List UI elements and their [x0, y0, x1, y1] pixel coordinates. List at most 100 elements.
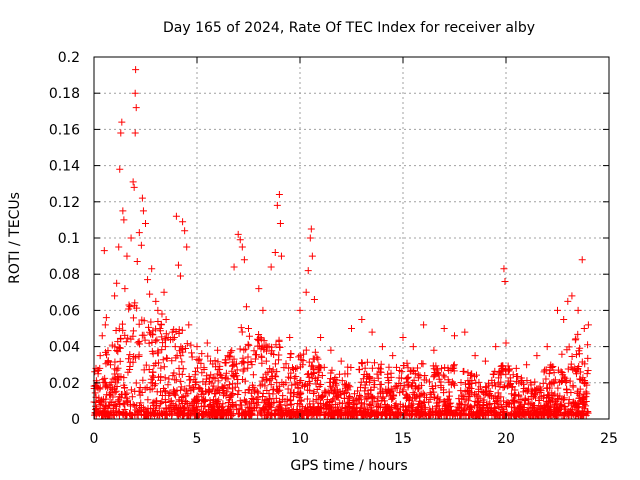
roti-point-bg — [133, 401, 141, 409]
roti-point-bg — [102, 381, 110, 389]
roti-point-bg — [374, 374, 382, 382]
roti-point-bg — [239, 367, 247, 375]
roti-point-bg — [363, 378, 371, 386]
roti-point-bg — [477, 407, 485, 415]
roti-point-bg — [184, 406, 192, 414]
roti-point-bg — [404, 364, 412, 372]
roti-point-bg — [159, 384, 167, 392]
roti-point-bg — [225, 381, 233, 389]
roti-point-bg — [402, 390, 410, 398]
roti-point-bg — [225, 396, 233, 404]
roti-point-bg — [117, 391, 125, 399]
roti-point-bg — [459, 393, 467, 401]
roti-point-bg — [303, 411, 311, 419]
roti-point-bg — [438, 364, 446, 372]
roti-point — [296, 306, 304, 314]
roti-point-bg — [238, 328, 246, 336]
roti-point-bg — [516, 401, 524, 409]
roti-point-bg — [111, 358, 119, 366]
roti-point-bg — [140, 366, 148, 374]
roti-point-bg — [510, 396, 518, 404]
roti-point-bg — [457, 379, 465, 387]
roti-point-bg — [396, 389, 404, 397]
roti-point-bg — [410, 376, 418, 384]
data-points — [90, 66, 592, 419]
roti-point-bg — [254, 389, 262, 397]
roti-point-bg — [584, 366, 592, 374]
roti-point-bg — [583, 408, 591, 416]
roti-point-bg — [260, 404, 268, 412]
roti-point-bg — [187, 341, 195, 349]
roti-point-bg — [258, 343, 266, 351]
roti-point-bg — [238, 411, 246, 419]
roti-point-bg — [405, 396, 413, 404]
roti-point-bg — [307, 408, 315, 416]
roti-point-bg — [478, 411, 486, 419]
roti-point-bg — [178, 358, 186, 366]
roti-point-bg — [328, 366, 336, 374]
roti-point-bg — [392, 402, 400, 410]
roti-point-bg — [550, 410, 558, 418]
roti-point — [234, 230, 242, 238]
roti-point-bg — [149, 350, 157, 358]
roti-point-bg — [523, 387, 531, 395]
roti-point-bg — [276, 398, 284, 406]
roti-point-bg — [298, 381, 306, 389]
roti-point-bg — [491, 382, 499, 390]
roti-point-bg — [338, 400, 346, 408]
roti-point — [568, 292, 576, 300]
roti-point — [100, 247, 108, 255]
roti-point — [275, 191, 283, 199]
roti-point-bg — [175, 347, 183, 355]
roti-point-bg — [109, 411, 117, 419]
roti-point-bg — [268, 411, 276, 419]
roti-point-bg — [346, 393, 354, 401]
roti-point-bg — [159, 356, 167, 364]
roti-point-bg — [230, 361, 238, 369]
roti-point-bg — [409, 410, 417, 418]
roti-point-bg — [334, 392, 342, 400]
roti-point — [471, 352, 479, 360]
roti-point-bg — [333, 408, 341, 416]
roti-point — [238, 243, 246, 251]
roti-point-bg — [458, 400, 466, 408]
roti-point-bg — [360, 370, 368, 378]
roti-point-bg — [327, 397, 335, 405]
roti-point-bg — [228, 367, 236, 375]
roti-point-bg — [401, 411, 409, 419]
roti-point-bg — [473, 401, 481, 409]
roti-point-bg — [245, 341, 253, 349]
roti-point-bg — [361, 381, 369, 389]
roti-point-bg — [356, 391, 364, 399]
roti-point-bg — [227, 393, 235, 401]
roti-point-bg — [332, 381, 340, 389]
roti-point-bg — [543, 384, 551, 392]
roti-point-bg — [262, 357, 270, 365]
roti-point — [461, 328, 469, 336]
roti-point-bg — [98, 409, 106, 417]
roti-point-bg — [247, 358, 255, 366]
roti-point — [193, 343, 201, 351]
roti-point — [120, 216, 128, 224]
roti-point — [119, 207, 127, 215]
roti-point — [138, 194, 146, 202]
roti-point-bg — [172, 405, 180, 413]
roti-point-bg — [234, 390, 242, 398]
roti-point — [132, 66, 140, 74]
roti-point-bg — [296, 351, 304, 359]
roti-point-bg — [338, 410, 346, 418]
roti-point-bg — [165, 375, 173, 383]
roti-point-bg — [440, 411, 448, 419]
roti-point-bg — [384, 374, 392, 382]
roti-point-bg — [114, 376, 122, 384]
roti-point-bg — [244, 364, 252, 372]
roti-point-bg — [457, 387, 465, 395]
roti-point-bg — [571, 336, 579, 344]
roti-point-bg — [505, 381, 513, 389]
roti-point-bg — [302, 404, 310, 412]
roti-point-bg — [344, 363, 352, 371]
roti-point-bg — [310, 388, 318, 396]
roti-point-bg — [113, 366, 121, 374]
roti-point-bg — [138, 316, 146, 324]
